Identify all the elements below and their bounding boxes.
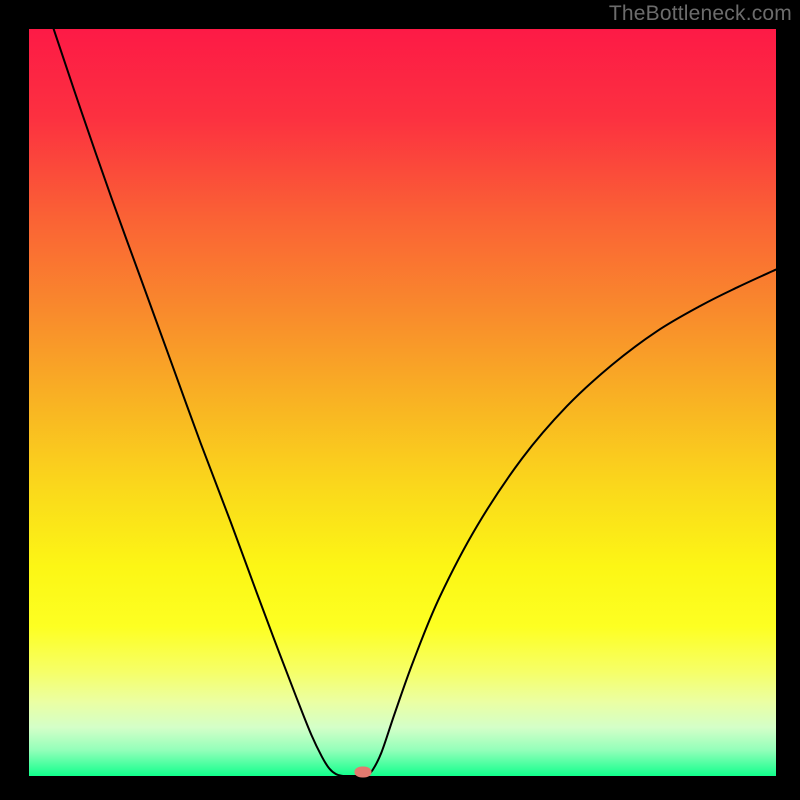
bottleneck-curve bbox=[29, 29, 776, 776]
optimal-marker bbox=[354, 766, 371, 777]
watermark: TheBottleneck.com bbox=[609, 2, 792, 26]
bottleneck-chart bbox=[29, 29, 776, 776]
